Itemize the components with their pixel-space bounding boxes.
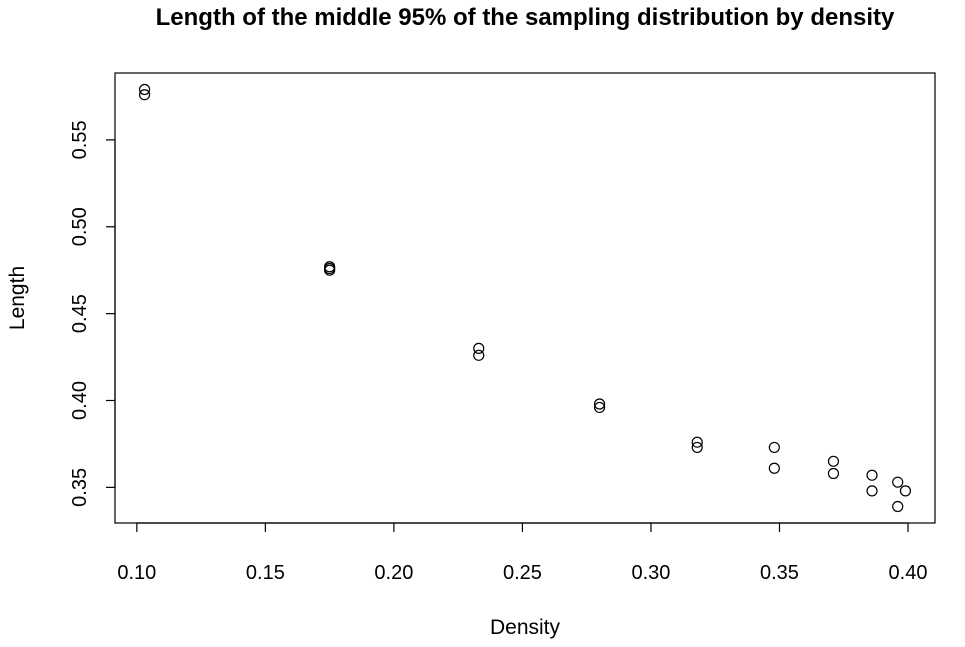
data-points (138, 83, 912, 513)
x-axis: 0.10 0.15 0.20 0.25 0.30 0.35 0.40 (117, 522, 928, 584)
data-point (892, 500, 904, 513)
x-tick-label: 0.10 (117, 562, 156, 584)
x-tick-label: 0.15 (246, 562, 285, 584)
data-point (593, 401, 606, 414)
data-point (827, 455, 840, 467)
data-point (473, 349, 485, 361)
y-tick-label: 0.50 (69, 207, 91, 246)
y-tick-label: 0.40 (69, 381, 91, 420)
data-point (899, 485, 912, 497)
x-tick-label: 0.40 (889, 562, 928, 584)
data-point (691, 436, 703, 448)
y-tick-label: 0.45 (69, 294, 91, 333)
data-point (892, 476, 904, 488)
y-tick-label: 0.55 (69, 120, 91, 159)
data-point (138, 83, 151, 96)
x-tick-label: 0.20 (374, 562, 413, 584)
y-axis-label: Length (6, 266, 29, 330)
data-point (866, 469, 878, 481)
x-axis-label: Density (490, 616, 561, 639)
y-axis: 0.35 0.40 0.45 0.50 0.55 (69, 120, 116, 507)
data-point (324, 264, 336, 276)
data-point (473, 342, 485, 354)
data-point (768, 441, 780, 454)
data-point (138, 89, 151, 101)
plot-area-frame (114, 72, 936, 524)
data-point (593, 398, 606, 410)
data-point (691, 441, 703, 454)
data-point (866, 485, 878, 497)
x-tick-label: 0.25 (503, 562, 542, 584)
y-tick-label: 0.35 (69, 468, 91, 507)
x-tick-label: 0.35 (760, 562, 799, 584)
data-point (768, 462, 780, 474)
data-point (827, 467, 840, 480)
x-tick-label: 0.30 (631, 562, 670, 584)
chart-title: Length of the middle 95% of the sampling… (156, 4, 895, 31)
